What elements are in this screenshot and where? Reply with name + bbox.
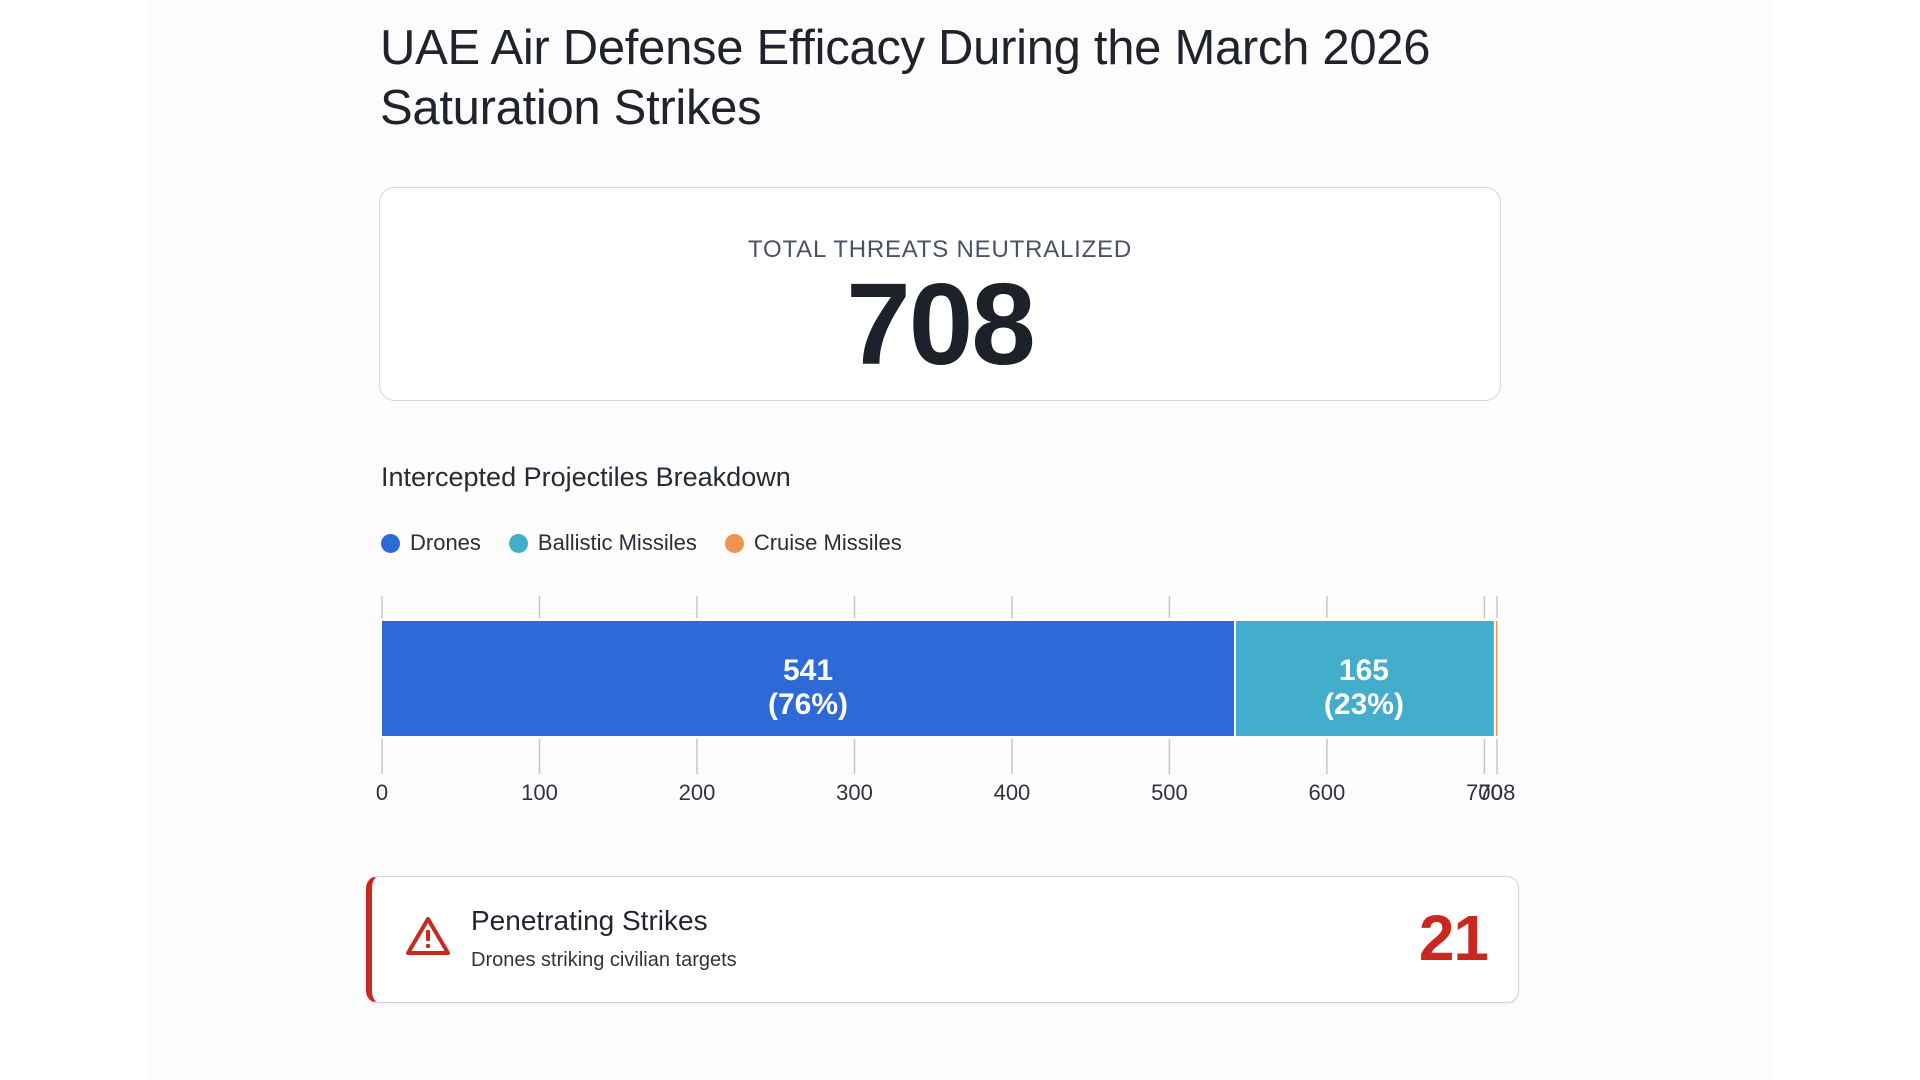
chart-legend: Drones Ballistic Missiles Cruise Missile… (381, 530, 930, 556)
bar-percent-label-ballistic-missiles: (23%) (1324, 688, 1404, 721)
alert-subtitle: Drones striking civilian targets (471, 949, 737, 971)
bar-value-label-drones: 541 (783, 654, 833, 687)
warning-triangle-icon (406, 917, 450, 955)
tick-label-200: 200 (679, 780, 716, 805)
tick-label-600: 600 (1309, 780, 1346, 805)
tick-label-0: 0 (376, 780, 388, 805)
bar-segment-cruise-missiles (1495, 621, 1498, 736)
total-threats-card: TOTAL THREATS NEUTRALIZED 708 (379, 187, 1501, 401)
tick-label-708: 708 (1479, 780, 1516, 805)
legend-label-drones: Drones (410, 530, 481, 555)
page-title: UAE Air Defense Efficacy During the Marc… (380, 21, 1431, 135)
legend-item-cruise-missiles: Cruise Missiles (724, 530, 902, 556)
tick-label-400: 400 (994, 780, 1031, 805)
bar-segment-drones (382, 621, 1234, 736)
breakdown-title: Intercepted Projectiles Breakdown (381, 462, 791, 492)
alert-title: Penetrating Strikes (471, 905, 708, 936)
legend-dot-drones (381, 533, 400, 553)
total-threats-value: 708 (846, 259, 1036, 389)
tick-label-500: 500 (1151, 780, 1188, 805)
total-threats-label: TOTAL THREATS NEUTRALIZED (747, 236, 1133, 263)
legend-label-cruise-missiles: Cruise Missiles (753, 530, 902, 555)
legend-dot-cruise-missiles (724, 533, 744, 553)
tick-label-300: 300 (836, 780, 873, 805)
bar-segment-ballistic-missiles (1235, 621, 1494, 736)
legend-item-ballistic-missiles: Ballistic Missiles (508, 530, 697, 556)
tick-label-100: 100 (521, 780, 558, 805)
tick-label-700: 700 (1466, 780, 1503, 805)
alert-value: 21 (1418, 902, 1489, 974)
legend-item-drones: Drones (381, 530, 481, 556)
legend-dot-ballistic-missiles (508, 533, 528, 553)
legend-label-ballistic-missiles: Ballistic Missiles (537, 530, 697, 555)
bar-percent-label-drones: (76%) (768, 688, 848, 721)
bar-value-label-ballistic-missiles: 165 (1339, 654, 1389, 687)
penetrating-strikes-card: Penetrating Strikes Drones striking civi… (366, 876, 1519, 1003)
